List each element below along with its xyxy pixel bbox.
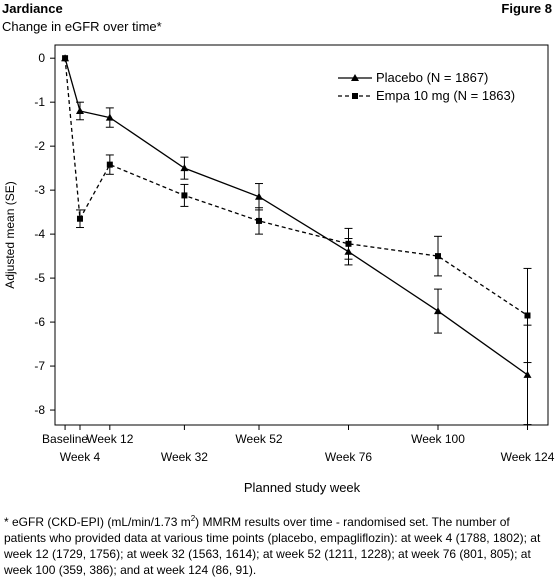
y-tick-label: -2 bbox=[34, 139, 45, 153]
series-line bbox=[64, 58, 528, 317]
legend-marker bbox=[351, 74, 359, 81]
data-point bbox=[345, 240, 352, 247]
x-tick-label: Baseline bbox=[42, 432, 88, 446]
footnote-superscript: 2 bbox=[190, 514, 196, 523]
title: Jardiance bbox=[2, 1, 63, 16]
data-point bbox=[433, 307, 442, 315]
figure-label: Figure 8 bbox=[501, 1, 552, 16]
series-line bbox=[64, 58, 528, 376]
footnote-text: * eGFR (CKD-EPI) (mL/min/1.73 m bbox=[4, 515, 191, 529]
data-point bbox=[254, 192, 263, 200]
plot-frame bbox=[54, 44, 549, 426]
x-tick-label: Week 4 bbox=[60, 450, 101, 464]
subtitle: Change in eGFR over time* bbox=[2, 19, 162, 34]
x-tick-label: Week 124 bbox=[501, 450, 555, 464]
y-tick-label: -7 bbox=[34, 359, 45, 373]
x-tick-label: Week 52 bbox=[235, 432, 282, 446]
x-tick-label: Week 100 bbox=[411, 432, 465, 446]
footnote: * eGFR (CKD-EPI) (mL/min/1.73 m2) MMRM r… bbox=[4, 514, 552, 578]
x-tick-label: Week 76 bbox=[325, 450, 372, 464]
x-tick-label: Week 12 bbox=[86, 432, 133, 446]
data-point bbox=[255, 217, 262, 224]
data-point bbox=[180, 164, 189, 172]
data-point bbox=[434, 253, 441, 260]
y-axis-label: Adjusted mean (SE) bbox=[3, 181, 17, 288]
y-tick-label: -8 bbox=[34, 403, 45, 417]
y-tick-label: -4 bbox=[34, 227, 45, 241]
data-point bbox=[76, 215, 83, 222]
legend-marker bbox=[352, 93, 358, 99]
y-tick-label: -6 bbox=[34, 315, 45, 329]
legend-label: Placebo (N = 1867) bbox=[376, 70, 488, 85]
data-point bbox=[181, 192, 188, 199]
footnote-text: ) MMRM results over time - randomised se… bbox=[4, 515, 541, 577]
data-point bbox=[106, 161, 113, 168]
x-axis-label: Planned study week bbox=[244, 480, 361, 495]
y-tick-label: -3 bbox=[34, 183, 45, 197]
legend-label: Empa 10 mg (N = 1863) bbox=[376, 88, 515, 103]
chart: Jardiance Figure 8 Change in eGFR over t… bbox=[2, 1, 555, 495]
data-point bbox=[62, 55, 69, 62]
data-point bbox=[75, 106, 84, 114]
data-point bbox=[524, 312, 531, 319]
x-tick-label: Week 32 bbox=[161, 450, 208, 464]
y-tick-label: 0 bbox=[38, 51, 45, 65]
y-tick-label: -5 bbox=[34, 271, 45, 285]
data-point bbox=[523, 370, 532, 378]
data-point bbox=[105, 113, 114, 121]
y-tick-label: -1 bbox=[34, 95, 45, 109]
